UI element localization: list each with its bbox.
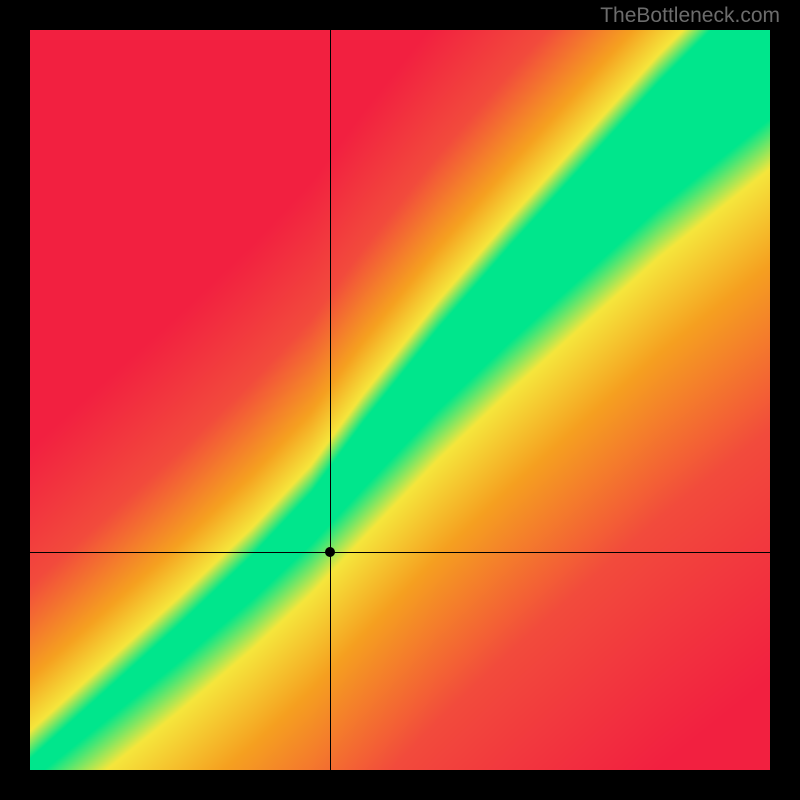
heatmap-canvas xyxy=(30,30,770,770)
chart-container: TheBottleneck.com xyxy=(0,0,800,800)
crosshair-horizontal xyxy=(30,552,770,553)
plot-area xyxy=(30,30,770,770)
marker-dot xyxy=(325,547,335,557)
watermark-text: TheBottleneck.com xyxy=(600,4,780,28)
crosshair-vertical xyxy=(330,30,331,770)
